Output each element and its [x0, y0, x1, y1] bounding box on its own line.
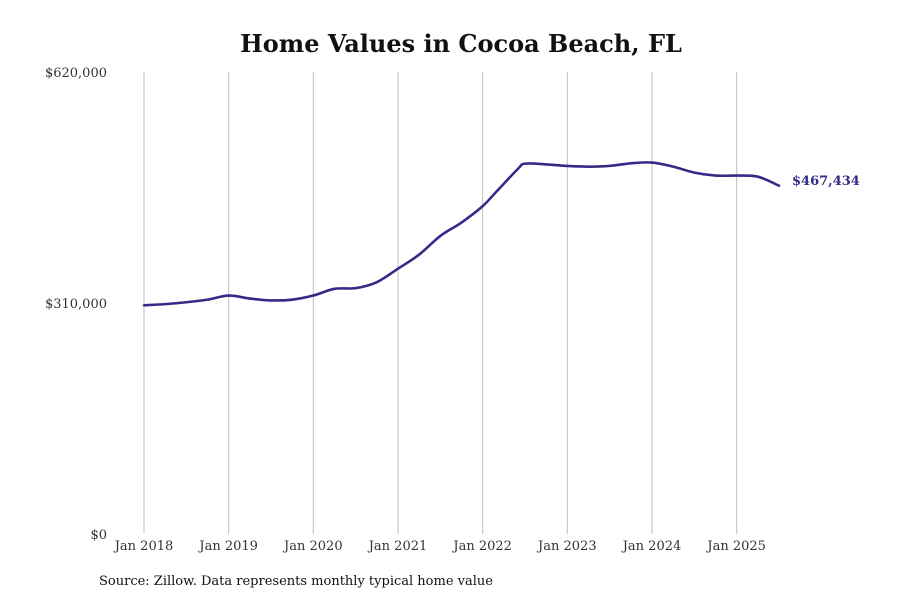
gridlines	[143, 72, 738, 534]
x-tick-label: Jan 2023	[536, 539, 597, 554]
series-layer	[142, 161, 781, 307]
x-tick-label: Jan 2024	[621, 539, 682, 554]
x-tick-label: Jan 2021	[367, 539, 428, 554]
x-tick-label: Jan 2018	[113, 539, 174, 554]
x-tick-label: Jan 2019	[197, 539, 258, 554]
x-tick-label: Jan 2025	[705, 539, 766, 554]
y-tick-label: $0	[90, 528, 107, 543]
series-line	[142, 161, 781, 307]
y-tick-label: $310,000	[45, 297, 107, 312]
chart-title: Home Values in Cocoa Beach, FL	[240, 29, 682, 58]
x-axis: Jan 2018 Jan 2019 Jan 2020 Jan 2021 Jan 2022…	[113, 539, 766, 554]
source-note: Source: Zillow. Data represents monthly …	[99, 574, 493, 589]
y-axis: $0 $310,000 $620,000	[45, 66, 107, 543]
x-tick-label: Jan 2020	[282, 539, 343, 554]
end-value-label: $467,434	[792, 174, 860, 189]
x-tick-label: Jan 2022	[451, 539, 512, 554]
y-tick-label: $620,000	[45, 66, 107, 81]
